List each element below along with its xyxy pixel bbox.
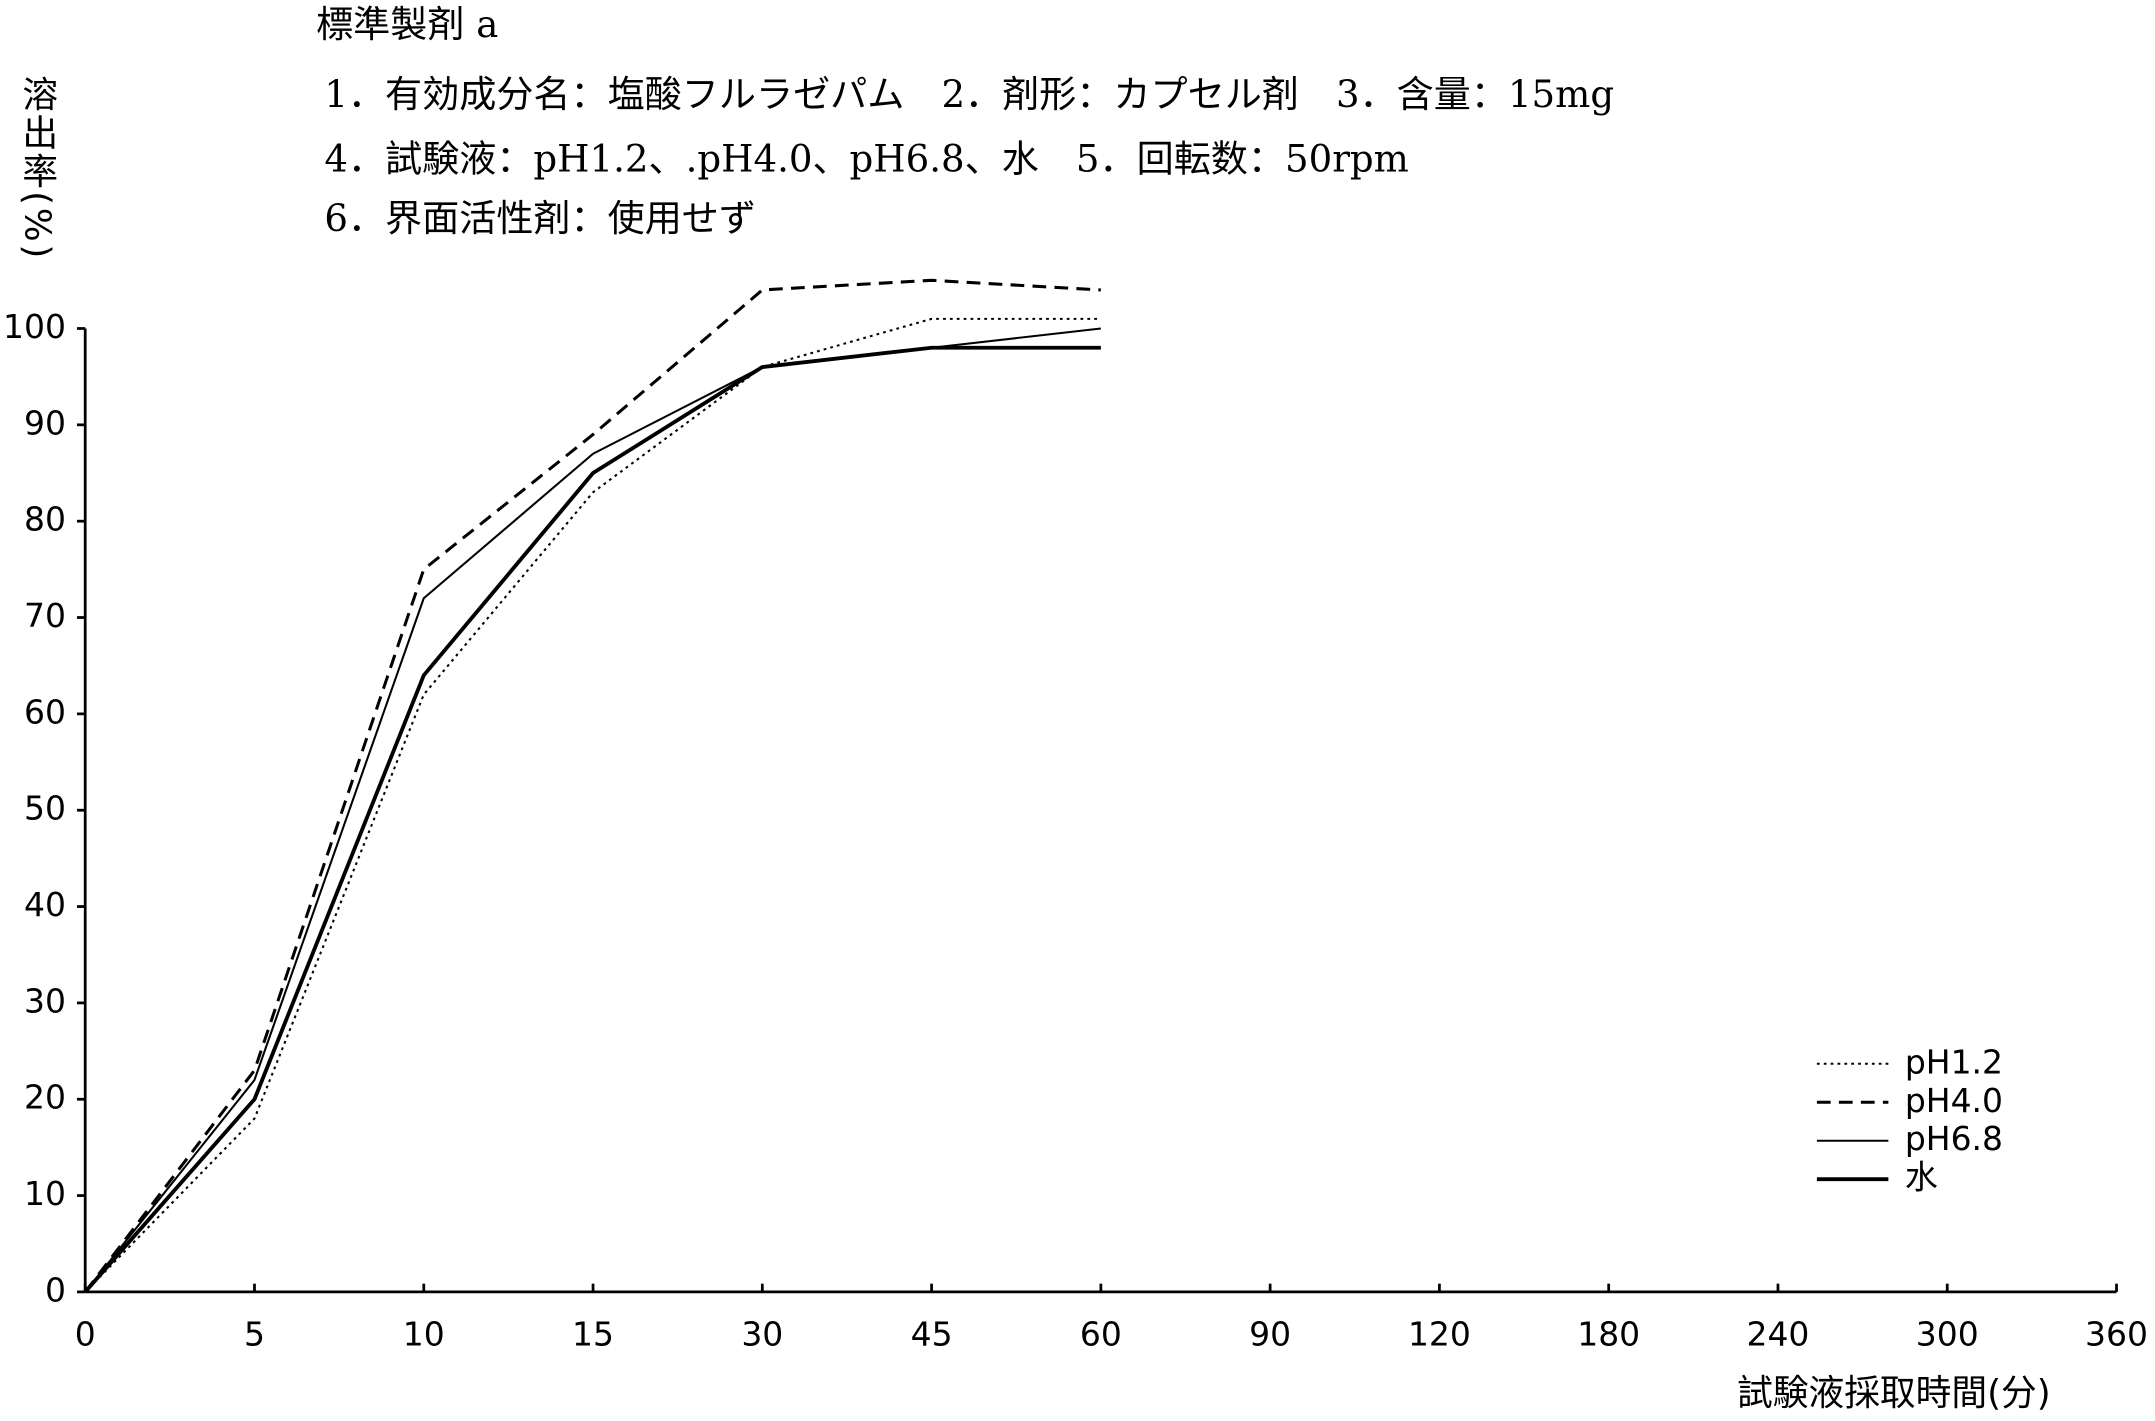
chart-subtitle: 6．界面活性剤：使用せず — [324, 197, 756, 240]
y-tick-label: 70 — [24, 596, 66, 635]
x-tick-label: 5 — [244, 1314, 265, 1353]
y-axis-label: 溶出率(%) — [17, 76, 58, 261]
y-tick-label: 80 — [24, 500, 66, 539]
x-tick-label: 60 — [1080, 1314, 1122, 1353]
chart-subtitle: 4．試験液：pH1.2、.pH4.0、pH6.8、水 5．回転数：50rpm — [324, 138, 1409, 181]
y-tick-label: 60 — [24, 692, 66, 731]
y-tick-label: 90 — [24, 403, 66, 442]
x-tick-label: 0 — [75, 1314, 96, 1353]
x-tick-label: 90 — [1249, 1314, 1291, 1353]
legend-label: pH6.8 — [1905, 1119, 2003, 1158]
legend-label: pH4.0 — [1905, 1081, 2003, 1120]
x-tick-label: 180 — [1577, 1314, 1640, 1353]
x-tick-label: 15 — [572, 1314, 614, 1353]
x-tick-label: 240 — [1746, 1314, 1809, 1353]
chart-subtitle: 1．有効成分名：塩酸フルラゼパム 2．剤形：カプセル剤 3．含量：15mg — [324, 73, 1614, 116]
x-tick-label: 360 — [2085, 1314, 2148, 1353]
x-tick-label: 45 — [911, 1314, 953, 1353]
legend-label: 水 — [1905, 1158, 1938, 1197]
x-tick-label: 30 — [741, 1314, 783, 1353]
series-line — [84, 317, 1101, 1293]
y-tick-label: 10 — [24, 1174, 66, 1213]
chart-title: 標準製剤 a — [316, 3, 498, 46]
x-tick-label: 300 — [1916, 1314, 1979, 1353]
series-line — [84, 278, 1101, 1293]
y-tick-label: 20 — [24, 1078, 66, 1117]
legend-label: pH1.2 — [1905, 1042, 2003, 1081]
series-line — [83, 345, 1101, 1294]
y-tick-label: 40 — [24, 885, 66, 924]
x-axis-label: 試験液採取時間(分) — [1737, 1373, 2051, 1414]
y-tick-label: 0 — [45, 1270, 66, 1309]
x-tick-label: 120 — [1408, 1314, 1471, 1353]
y-tick-label: 30 — [24, 981, 66, 1020]
x-tick-label: 10 — [403, 1314, 445, 1353]
y-tick-label: 50 — [24, 789, 66, 828]
y-tick-label: 100 — [3, 307, 66, 346]
